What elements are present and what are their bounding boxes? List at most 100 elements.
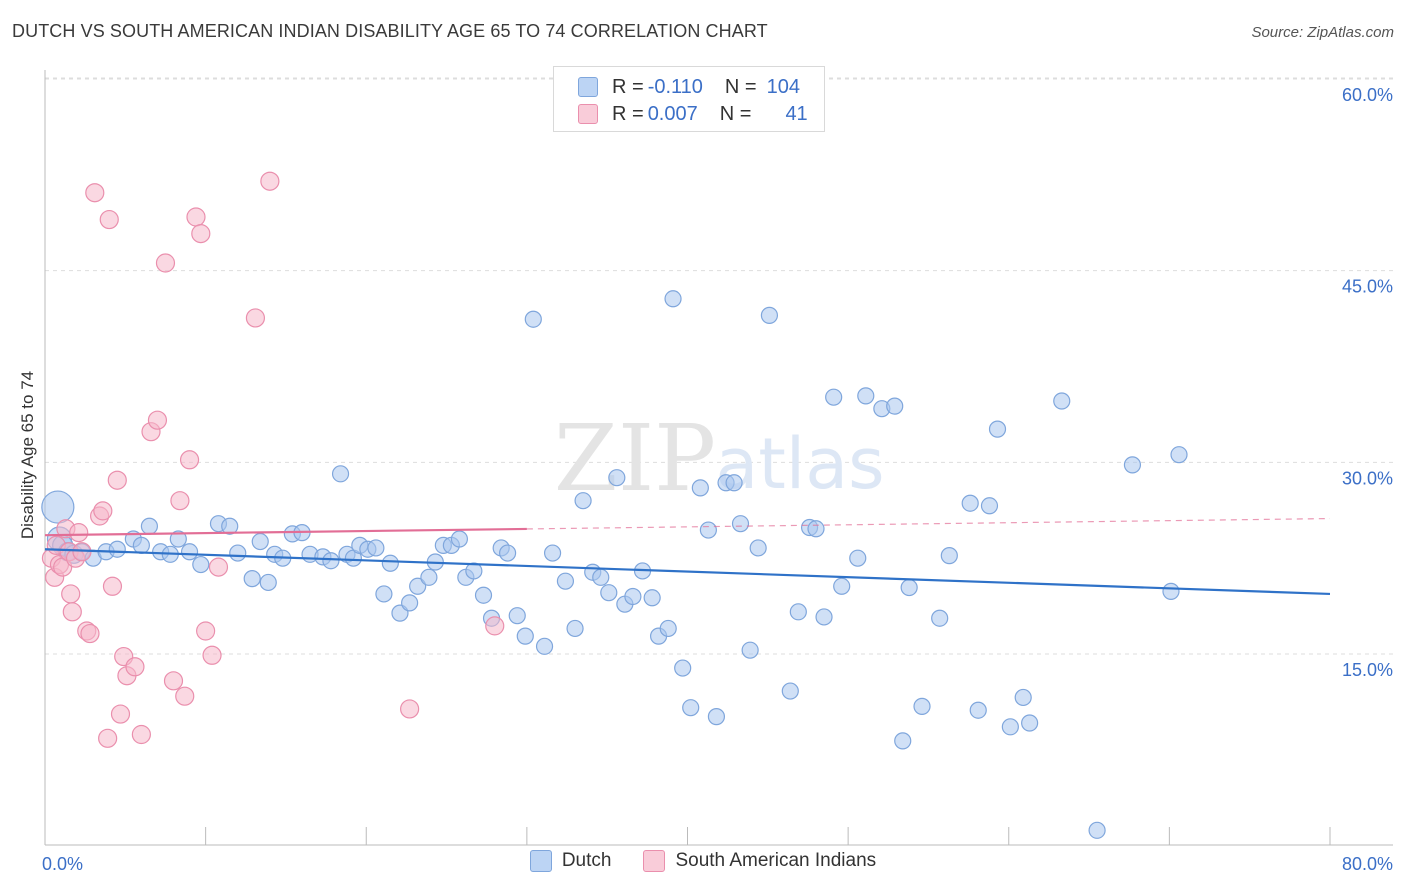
sai-point [196,621,216,641]
dutch-point [789,603,807,621]
dutch-point [524,310,542,328]
dutch-point [508,607,526,625]
dutch-point [664,290,682,308]
dutch-point [781,682,799,700]
sai-point [179,450,200,470]
sai-point [98,728,118,748]
dutch-point [659,619,677,638]
dutch-point [251,532,269,551]
dutch-point [474,586,493,604]
dutch-point [940,547,958,565]
r-value-dutch: -0.110 [647,75,703,98]
dutch-point [741,641,759,659]
dutch-point [516,627,534,645]
dutch-point [707,708,726,726]
dutch-point [749,539,767,557]
dutch-point [535,637,554,655]
sai-point [102,576,123,596]
sai-point [147,410,168,430]
legend-label-dutch: Dutch [561,850,612,871]
legend-row-sai: R = 0.007 N = 41 [578,100,808,128]
dutch-legend-swatch [529,850,552,872]
dutch-point [1170,446,1188,464]
dutch-point [886,397,904,415]
dutch-point [980,497,999,515]
sai-point [202,645,222,665]
sai-swatch [578,104,598,124]
dutch-point [132,536,150,554]
sai-trend-line-extension [526,517,1331,530]
sai-point [107,470,127,490]
sai-legend-swatch [643,850,666,872]
dutch-point [913,697,931,715]
sai-point [170,491,190,511]
dutch-point [243,570,261,588]
sai-point [175,686,195,706]
r-value-sai: 0.007 [647,102,698,125]
dutch-point [1088,821,1106,839]
dutch-point [543,544,562,562]
dutch-point [574,492,592,510]
dutch-point [691,479,709,497]
dutch-point [833,577,851,595]
dutch-point [1021,714,1039,732]
watermark-atlas: atlas [715,423,884,505]
dutch-point [169,530,187,548]
legend-item-dutch: Dutch [529,850,612,872]
dutch-point [420,568,438,586]
dutch-swatch [578,77,598,97]
source-label: Source: ZipAtlas.com [1251,24,1394,41]
dutch-point [259,573,277,592]
sai-point [62,602,82,622]
dutch-point [969,701,987,719]
sai-point [131,724,151,745]
dutch-point [499,544,517,562]
dutch-point [322,552,340,570]
sai-point [191,224,211,244]
sai-point [400,699,420,719]
dutch-point [1162,582,1180,600]
dutch-point [760,306,779,324]
dutch-point [592,568,610,586]
sai-point [260,171,280,191]
dutch-point [900,578,918,597]
dutch-point [401,594,419,612]
dutch-point [699,521,717,539]
sai-point [125,657,145,677]
n-label: N = [724,75,757,98]
dutch-point [624,587,642,606]
dutch-point [566,619,584,638]
chart-title: DUTCH VS SOUTH AMERICAN INDIAN DISABILIT… [12,21,768,41]
dutch-point [331,465,350,483]
y-tick-label: 45.0% [1342,277,1393,297]
series-legend: Dutch South American Indians [0,850,1406,872]
sai-point [93,501,113,521]
sai-point [110,704,131,724]
dutch-point [367,539,385,557]
dutch-point [1053,392,1071,410]
dutch-point [140,517,159,535]
dutch-point [857,387,875,405]
dutch-point [931,609,949,627]
sai-point [485,616,505,636]
n-value-sai: 41 [785,102,808,125]
dutch-point [41,490,75,524]
legend-label-sai: South American Indians [675,850,877,871]
y-axis-title: Disability Age 65 to 74 [18,371,37,539]
r-label: R = [612,75,644,98]
dutch-point [894,732,912,750]
dutch-point [600,584,618,602]
sai-point [61,584,81,604]
dutch-point [674,659,692,677]
dutch-point [1014,688,1032,707]
legend-row-dutch: R = -0.110 N = 104 [578,73,800,101]
dutch-point [381,554,399,572]
dutch-point [1001,718,1019,736]
dutch-point [608,469,626,487]
x-tick-label: 0.0% [42,854,83,874]
correlation-legend: R = -0.110 N = 104 R = 0.007 N = 41 [553,66,825,132]
dutch-point [825,388,843,406]
sai-point [80,623,100,644]
dutch-point [988,420,1007,438]
